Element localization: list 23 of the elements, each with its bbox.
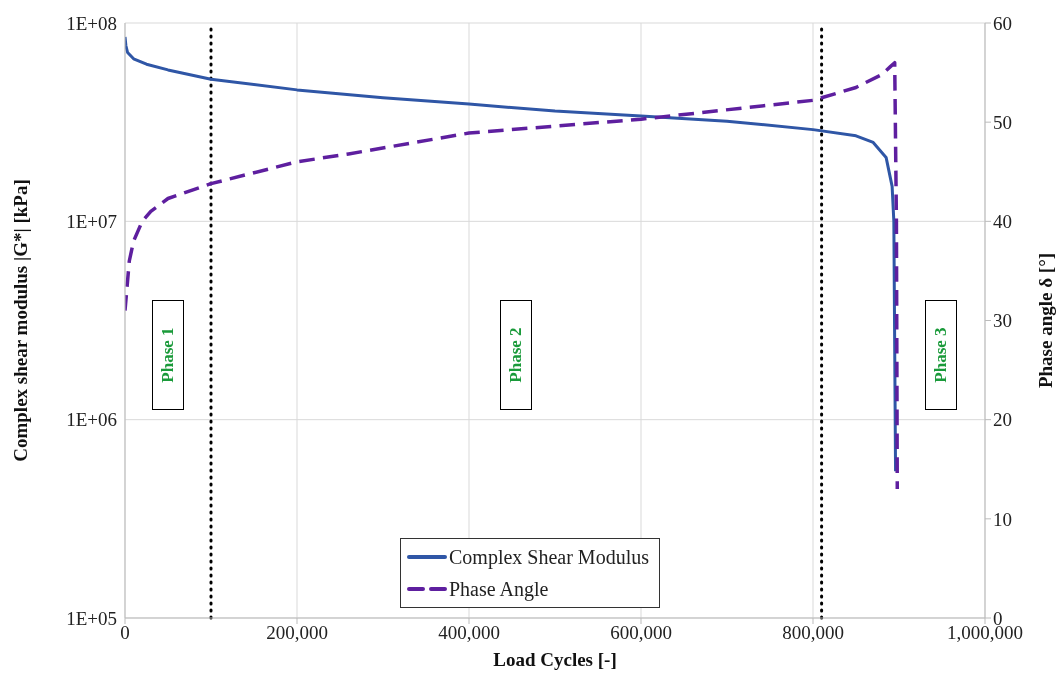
y-tick-label: 1E+05	[66, 607, 117, 629]
x-tick-label: 800,000	[782, 622, 844, 644]
y2-tick-label: 30	[993, 310, 1012, 332]
x-tick-label: 200,000	[266, 622, 328, 644]
legend-label: Phase Angle	[449, 577, 549, 603]
annotation: Phase 2	[506, 327, 527, 383]
y2-tick-label: 50	[993, 111, 1012, 133]
y2-tick-label: 10	[993, 508, 1012, 530]
x-tick-label: 0	[120, 622, 130, 644]
y2-axis-title: Phase angle δ [°]	[1034, 252, 1056, 389]
y2-tick-label: 60	[993, 12, 1012, 34]
y-tick-label: 1E+08	[66, 12, 117, 34]
y-tick-label: 1E+07	[66, 211, 117, 233]
y2-tick-label: 20	[993, 409, 1012, 431]
legend-label: Complex Shear Modulus	[449, 545, 649, 571]
annotation: Phase 1	[158, 327, 178, 383]
y-tick-label: 1E+06	[66, 409, 117, 431]
x-tick-label: 400,000	[438, 622, 500, 644]
y-axis-title: Complex shear modulus |G*| [kPa]	[9, 179, 31, 462]
annotation: Phase 3	[931, 327, 952, 383]
y2-tick-label: 40	[993, 211, 1012, 233]
x-tick-label: 600,000	[610, 622, 672, 644]
x-axis-title: Load Cycles [-]	[493, 649, 617, 670]
